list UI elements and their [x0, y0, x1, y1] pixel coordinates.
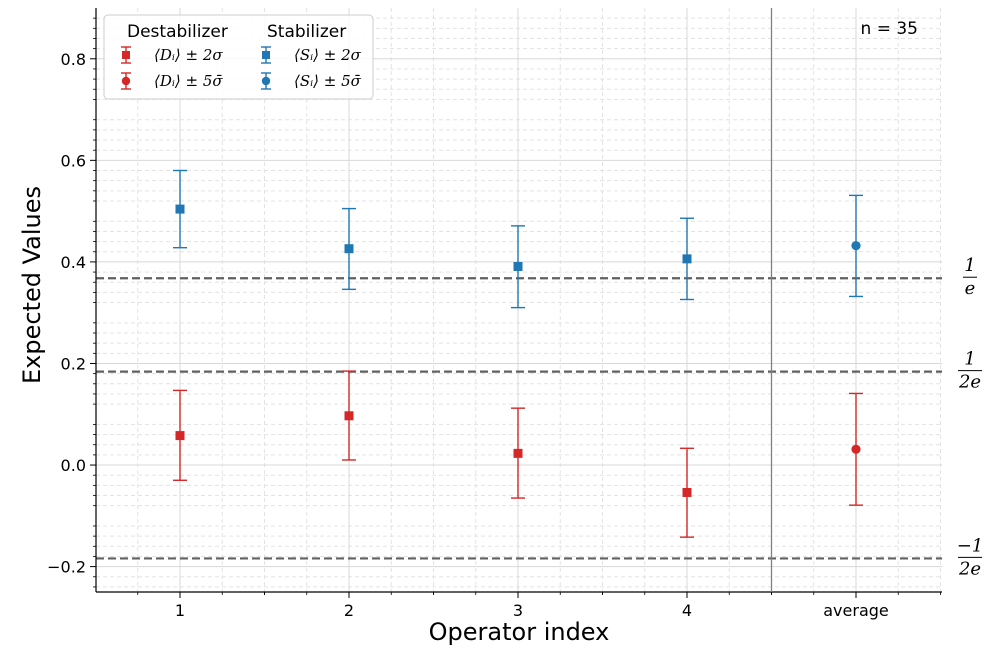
data-series: [173, 169, 863, 538]
x-tick-label: 4: [682, 601, 692, 620]
data-point-square: [344, 411, 354, 421]
legend-marker-circle: [121, 76, 131, 86]
legend-marker-square: [122, 51, 130, 59]
legend-marker-circle: [261, 76, 271, 86]
x-tick-label: average: [823, 601, 889, 620]
reference-label-denominator: e: [965, 278, 976, 299]
legend-entry-label: ⟨Sᵢ⟩ ± 2σ: [294, 46, 362, 64]
data-point-square: [682, 254, 692, 264]
data-point-square: [344, 244, 354, 254]
reference-label-denominator: 2e: [958, 372, 981, 393]
legend-group-title: Stabilizer: [267, 22, 346, 42]
sample-size-annotation: n = 35: [861, 19, 918, 39]
series-destabilizer: [173, 370, 863, 538]
x-tick-label: 2: [344, 601, 354, 620]
grid-layer: [96, 8, 942, 592]
data-point-circle: [851, 444, 861, 454]
legend-entry-label: ⟨Dᵢ⟩ ± 2σ: [154, 46, 223, 64]
y-tick-label: 0.8: [61, 50, 86, 69]
legend-box: [103, 14, 374, 100]
x-axis-label: Operator index: [429, 618, 610, 646]
reference-label-denominator: 2e: [958, 558, 981, 579]
x-tick-label: 3: [513, 601, 523, 620]
y-tick-label: 0.6: [61, 151, 86, 170]
series-stabilizer: [173, 169, 863, 309]
data-point-square: [175, 204, 185, 214]
x-tick-label: 1: [175, 601, 185, 620]
y-axis-label: Expected Values: [18, 186, 46, 384]
legend-marker-square: [262, 51, 270, 59]
data-point-square: [175, 431, 185, 441]
labels: Operator index Expected Values n = 35 −0…: [18, 19, 983, 646]
reference-label-numerator: 1: [964, 255, 975, 276]
y-tick-label: 0.4: [61, 253, 86, 272]
legend-entry-label: ⟨Sᵢ⟩ ± 5σ̄: [294, 72, 362, 90]
data-point-circle: [851, 241, 861, 251]
data-point-square: [513, 261, 523, 271]
y-tick-label: 0.2: [61, 354, 86, 373]
reference-label-numerator: 1: [964, 349, 975, 370]
y-tick-label: −0.2: [47, 558, 86, 577]
data-point-square: [682, 487, 692, 497]
legend: Destabilizer ⟨Dᵢ⟩ ± 2σ ⟨Dᵢ⟩ ± 5σ̄ Stabilize…: [103, 14, 374, 100]
legend-entry-label: ⟨Dᵢ⟩ ± 5σ̄: [154, 72, 223, 90]
axes: [90, 8, 942, 598]
reference-lines: [96, 277, 942, 560]
legend-group-title: Destabilizer: [127, 22, 228, 42]
data-point-square: [513, 448, 523, 458]
y-tick-label: 0.0: [61, 456, 86, 475]
reference-label-numerator: −1: [957, 535, 984, 556]
